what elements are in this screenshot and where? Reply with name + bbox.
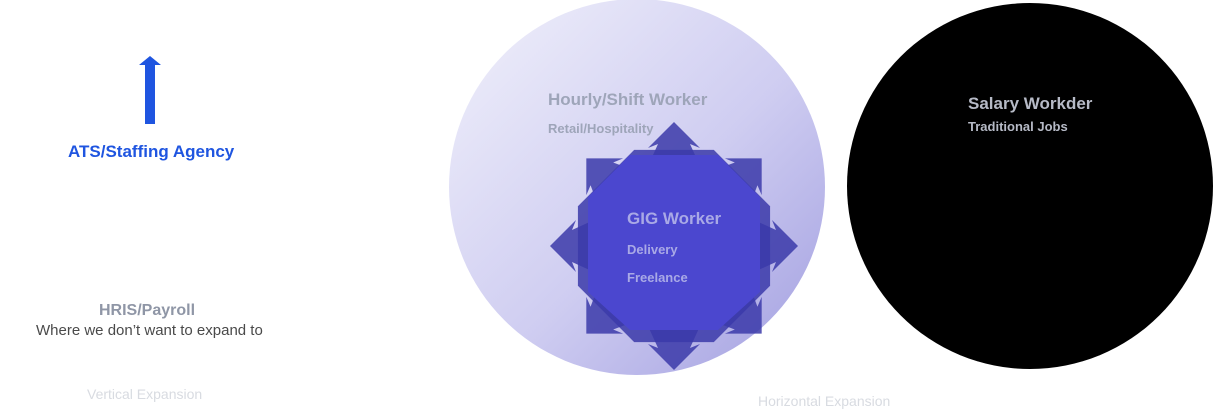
gig-worker-item: Freelance xyxy=(627,270,688,285)
hourly-worker-title: Hourly/Shift Worker xyxy=(548,90,708,109)
gig-expansion-arrow xyxy=(754,220,798,272)
salary-worker-subtitle: Traditional Jobs xyxy=(968,119,1068,134)
expansion-arrows-icon xyxy=(550,122,798,370)
gig-expansion-arrow xyxy=(648,326,700,370)
hris-payroll-label: HRIS/Payroll xyxy=(99,302,196,319)
gig-worker-item: Delivery xyxy=(627,242,678,257)
ats-staffing-label: ATS/Staffing Agency xyxy=(68,142,235,161)
hourly-worker-subtitle: Retail/Hospitality xyxy=(548,121,654,136)
arrow-up-icon xyxy=(139,56,161,124)
salary-worker-circle xyxy=(847,3,1213,369)
gig-expansion-arrow xyxy=(550,220,594,272)
salary-worker-title: Salary Workder xyxy=(968,94,1093,113)
hris-payroll-description: Where we don’t want to expand to xyxy=(36,322,263,339)
gig-worker-title: GIG Worker xyxy=(627,209,722,228)
horizontal-expansion-label: Horizontal Expansion xyxy=(758,393,891,409)
vertical-expansion-label: Vertical Expansion xyxy=(87,386,203,402)
gig-worker-core xyxy=(588,155,760,330)
